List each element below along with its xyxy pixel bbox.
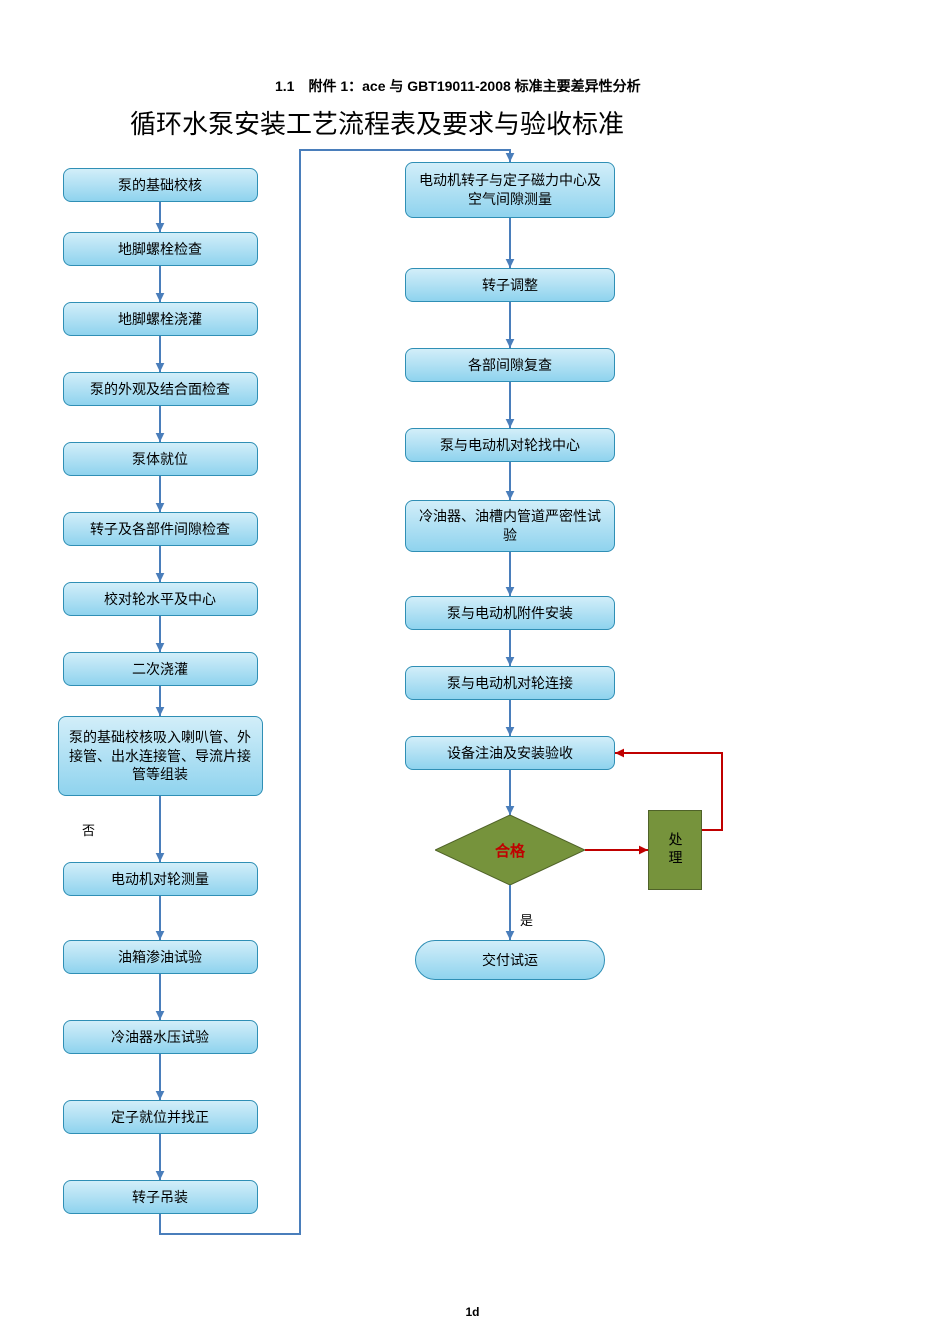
decision-no-label: 否	[82, 820, 95, 839]
page-footer: 1d	[465, 1305, 479, 1319]
page-title: 循环水泵安装工艺流程表及要求与验收标准	[130, 104, 624, 141]
header-small: 1.1 附件 1：ace 与 GBT19011-2008 标准主要差异性分析	[275, 76, 641, 96]
handle-return-arrow	[603, 741, 734, 842]
cross-connector-arrow	[148, 138, 522, 1246]
